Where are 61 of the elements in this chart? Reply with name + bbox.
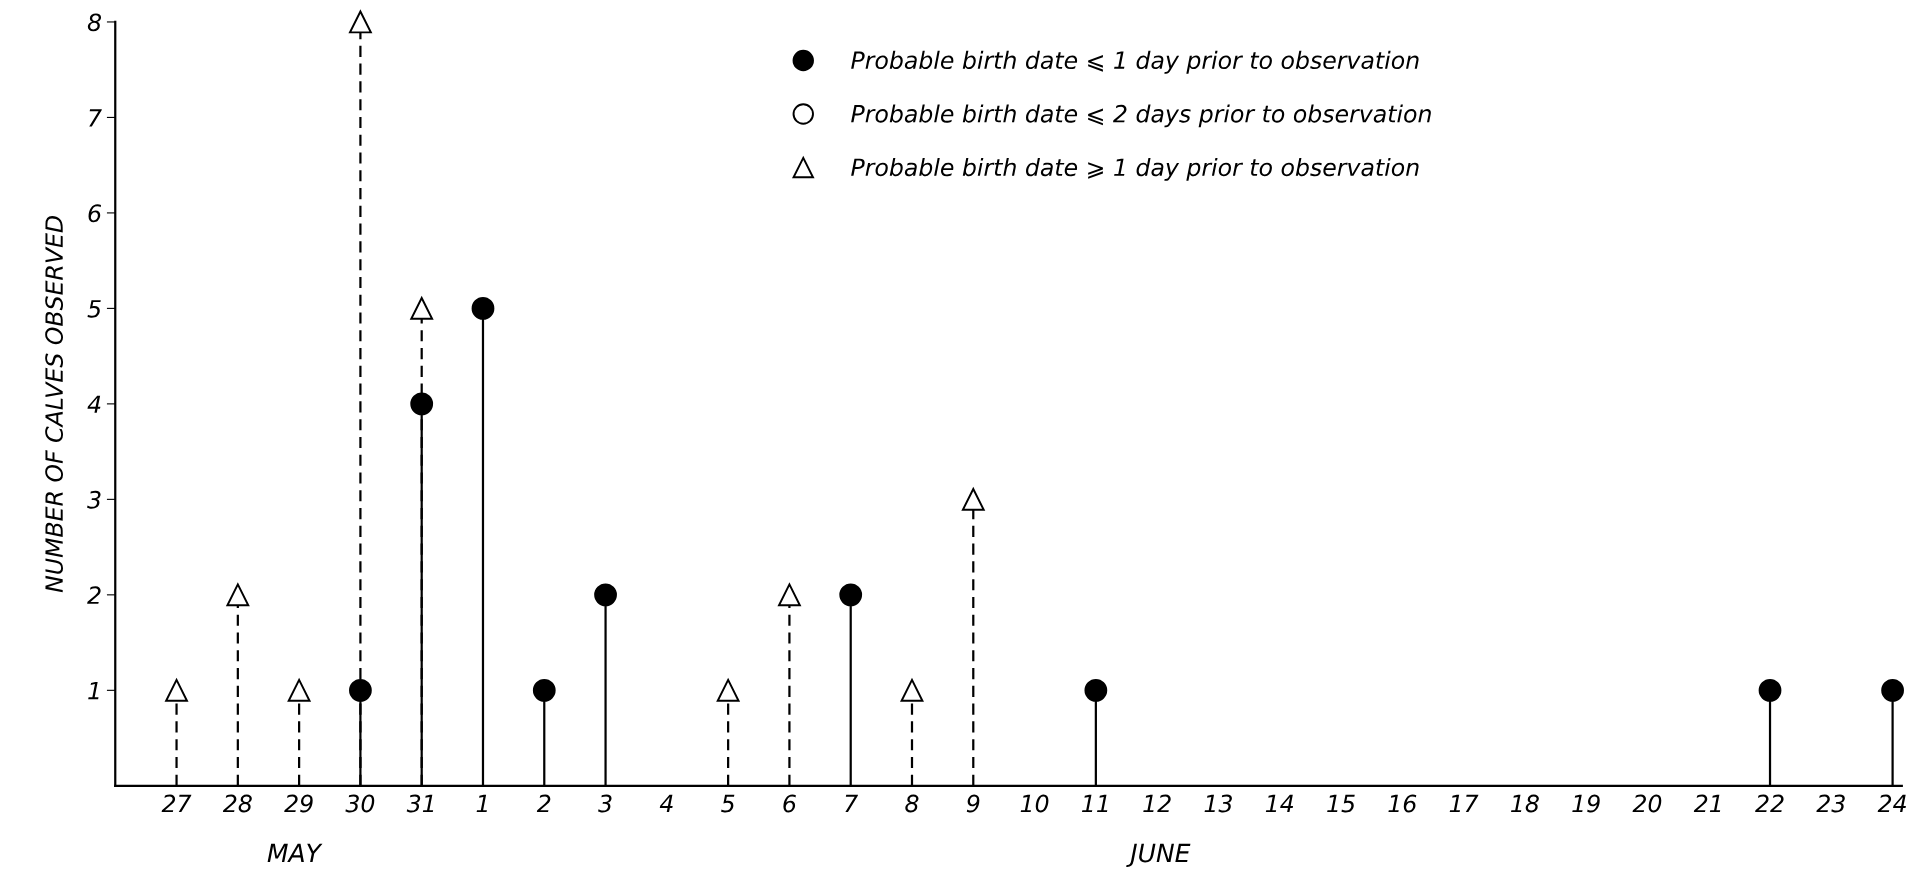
- text: JUNE: [1126, 843, 1191, 868]
- legend-label: Probable birth date ⩽ 2 days prior to observation: [851, 104, 1431, 128]
- y-tick-label: 2: [87, 586, 101, 604]
- point: [1084, 678, 1108, 702]
- point: [1881, 678, 1904, 702]
- x-tick-label: 6: [783, 794, 796, 813]
- x-tick-label: 11: [1081, 794, 1108, 813]
- x-tick-label: 24: [1877, 794, 1906, 813]
- point: [594, 583, 617, 607]
- legend-label: Probable birth date ⩾ 1 day prior to observation: [851, 157, 1419, 181]
- point: [839, 583, 863, 607]
- x-tick-label: 22: [1755, 794, 1784, 813]
- x-tick-label: 8: [905, 794, 919, 813]
- point: [410, 297, 434, 320]
- y-axis-title: NUMBER OF CALVES OBSERVED: [45, 216, 64, 593]
- x-tick-label: 7: [845, 794, 858, 813]
- point: [165, 678, 188, 702]
- y-tick-label: 7: [89, 109, 102, 127]
- x-tick-label: 18: [1511, 794, 1539, 813]
- x-tick-label: 30: [345, 794, 375, 813]
- x-tick-label: 28: [222, 794, 252, 813]
- x-tick-label: 13: [1204, 794, 1232, 813]
- point: [778, 583, 801, 607]
- x-tick-label: 10: [1020, 794, 1049, 813]
- x-tick-label: 3: [598, 794, 612, 813]
- y-tick-label: 1: [88, 682, 99, 700]
- x-tick-label: 29: [284, 794, 313, 813]
- point: [287, 678, 311, 702]
- x-tick-label: 1: [476, 794, 487, 813]
- text: MAY: [267, 843, 323, 863]
- x-tick-label: 12: [1143, 794, 1171, 813]
- y-tick-label: 5: [87, 300, 101, 318]
- y-tick-label: 4: [87, 395, 101, 413]
- point: [471, 297, 495, 320]
- x-tick-label: 21: [1693, 794, 1721, 813]
- point: [532, 678, 556, 702]
- y-tick-label: 6: [88, 204, 102, 223]
- x-tick-label: 5: [721, 794, 735, 813]
- x-tick-label: 19: [1572, 794, 1600, 813]
- y-tick-label: 8: [87, 13, 102, 32]
- x-tick-label: 9: [966, 794, 980, 813]
- point: [961, 487, 985, 511]
- x-tick-label: 16: [1388, 794, 1417, 813]
- legend-label: Probable birth date ⩽ 1 day prior to observation: [851, 50, 1419, 74]
- x-tick-label: 23: [1816, 794, 1845, 813]
- x-tick-label: 2: [536, 794, 551, 813]
- point: [410, 392, 434, 416]
- point: [226, 583, 250, 607]
- x-tick-label: 31: [406, 794, 434, 813]
- x-tick-label: 14: [1265, 794, 1294, 813]
- x-tick-label: 15: [1327, 794, 1355, 813]
- y-tick-label: 3: [87, 490, 101, 509]
- x-tick-label: 20: [1632, 794, 1662, 813]
- point: [349, 678, 372, 702]
- point: [716, 678, 740, 702]
- x-tick-label: 4: [659, 794, 673, 813]
- point: [1758, 678, 1782, 702]
- point: [349, 10, 372, 34]
- point: [900, 678, 924, 702]
- x-tick-label: 17: [1449, 794, 1479, 813]
- x-tick-label: 27: [161, 794, 192, 813]
